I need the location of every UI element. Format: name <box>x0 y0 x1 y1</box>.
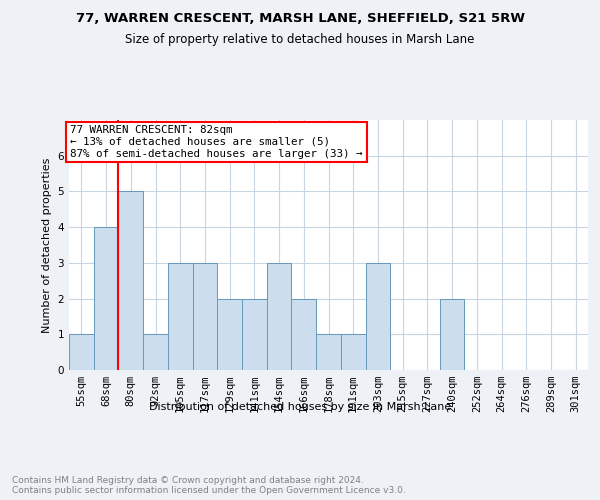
Bar <box>118 192 143 370</box>
Bar <box>143 334 168 370</box>
Bar <box>341 334 365 370</box>
Bar <box>440 298 464 370</box>
Text: 77 WARREN CRESCENT: 82sqm
← 13% of detached houses are smaller (5)
87% of semi-d: 77 WARREN CRESCENT: 82sqm ← 13% of detac… <box>70 126 363 158</box>
Text: 77, WARREN CRESCENT, MARSH LANE, SHEFFIELD, S21 5RW: 77, WARREN CRESCENT, MARSH LANE, SHEFFIE… <box>76 12 524 26</box>
Y-axis label: Number of detached properties: Number of detached properties <box>42 158 52 332</box>
Text: Contains HM Land Registry data © Crown copyright and database right 2024.
Contai: Contains HM Land Registry data © Crown c… <box>12 476 406 495</box>
Bar <box>94 227 118 370</box>
Bar <box>168 263 193 370</box>
Bar <box>365 263 390 370</box>
Bar <box>267 263 292 370</box>
Bar <box>193 263 217 370</box>
Text: Distribution of detached houses by size in Marsh Lane: Distribution of detached houses by size … <box>149 402 451 412</box>
Bar <box>69 334 94 370</box>
Bar <box>292 298 316 370</box>
Bar <box>316 334 341 370</box>
Bar <box>217 298 242 370</box>
Bar <box>242 298 267 370</box>
Text: Size of property relative to detached houses in Marsh Lane: Size of property relative to detached ho… <box>125 32 475 46</box>
